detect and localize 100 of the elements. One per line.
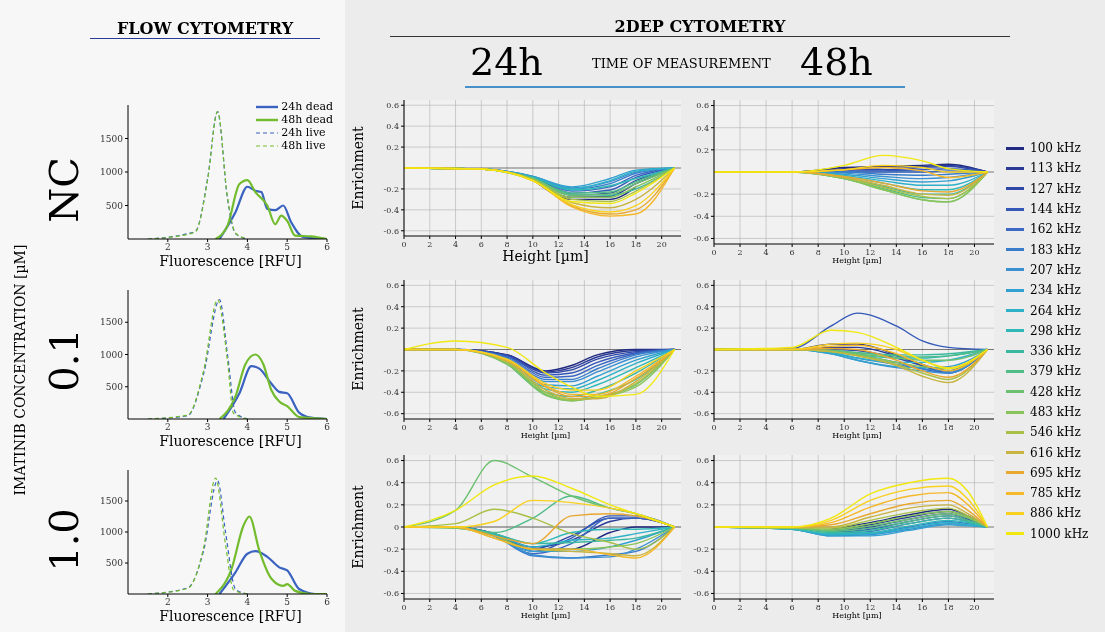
x-tick-label: 4 (452, 602, 459, 612)
y-tick-label: -0.2 (383, 366, 399, 376)
y-tick-label: 0.4 (386, 302, 399, 312)
x-tick-label: 3 (204, 242, 211, 253)
y-tick-label: 0.6 (696, 456, 709, 466)
x-tick-label: 4 (763, 602, 769, 612)
x-axis-title: Height [µm] (831, 256, 883, 265)
x-tick-label: 6 (789, 602, 795, 612)
y-tick-label: 1500 (100, 317, 124, 328)
text: TIME OF MEASUREMENT (592, 56, 771, 72)
x-axis-title: Height [µm] (519, 431, 572, 440)
y-tick-label: -0.2 (693, 544, 709, 554)
x-axis-title: Fluorescence [RFU] (158, 608, 303, 624)
x-tick-label: 2 (164, 597, 171, 608)
x-axis-title: Fluorescence [RFU] (158, 433, 303, 449)
y-tick-label: -0.4 (693, 388, 709, 398)
x-tick-label: 18 (630, 602, 641, 612)
x-tick-label: 2 (737, 422, 743, 432)
y-axis-title: Enrichment (350, 484, 366, 569)
x-tick-label: 12 (865, 247, 876, 257)
x-tick-label: 6 (324, 422, 331, 433)
x-tick-label: 10 (527, 602, 538, 612)
y-tick-label: 0.6 (696, 101, 709, 111)
y-tick-label: 0.4 (386, 478, 399, 488)
y-tick-label: 0.6 (386, 101, 399, 111)
y-tick-label: 0.4 (696, 478, 709, 488)
y-tick-label: -0.2 (693, 366, 709, 376)
y-tick-label: 1500 (100, 496, 124, 507)
x-tick-label: 16 (917, 247, 928, 257)
y-tick-label: -0.6 (383, 409, 399, 419)
y-tick-label: -0.6 (693, 409, 709, 419)
y-tick-label: 1000 (100, 167, 124, 178)
x-tick-label: 20 (969, 247, 980, 257)
y-tick-label: -0.4 (383, 388, 399, 398)
legend-label: 379 kHz (1030, 364, 1081, 379)
x-tick-label: 16 (605, 422, 616, 432)
x-tick-label: 3 (204, 422, 211, 433)
x-tick-label: 0 (401, 239, 407, 249)
x-tick-label: 5 (284, 242, 291, 253)
legend-label: 264 kHz (1030, 303, 1081, 318)
y-tick-label: -0.2 (383, 184, 399, 194)
y-tick-label: 0.4 (696, 302, 709, 312)
y-tick-label: 0 (393, 522, 399, 532)
y-tick-label: -0.6 (693, 234, 709, 244)
legend-label: 24h dead (281, 100, 333, 113)
x-tick-label: 4 (244, 242, 251, 253)
x-tick-label: 6 (478, 239, 484, 249)
x-tick-label: 16 (917, 602, 928, 612)
x-axis-title: Height [µm] (501, 248, 590, 264)
x-tick-label: 12 (865, 422, 876, 432)
y-tick-label: -0.4 (693, 567, 709, 577)
x-tick-label: 18 (943, 247, 954, 257)
legend-label: 483 kHz (1030, 405, 1081, 419)
x-tick-label: 8 (504, 422, 510, 432)
y-axis-title: Enrichment (350, 307, 366, 391)
x-tick-label: 20 (656, 602, 667, 612)
legend-label: 298 kHz (1030, 323, 1081, 338)
legend-label: 234 kHz (1030, 283, 1081, 298)
x-tick-label: 8 (815, 602, 821, 612)
x-tick-label: 8 (504, 239, 510, 249)
text: 24h (470, 40, 543, 84)
x-tick-label: 4 (763, 422, 769, 432)
x-tick-label: 4 (763, 247, 769, 257)
legend-label: 144 kHz (1030, 202, 1081, 217)
y-tick-label: 0.2 (386, 323, 399, 333)
x-tick-label: 18 (943, 422, 954, 432)
y-tick-label: -0.4 (693, 212, 709, 222)
legend-label: 1000 kHz (1030, 526, 1089, 541)
x-axis-title: Height [µm] (519, 611, 572, 620)
x-tick-label: 8 (815, 422, 821, 432)
y-tick-label: -0.6 (693, 589, 709, 599)
x-tick-label: 2 (164, 242, 171, 253)
x-tick-label: 10 (839, 247, 850, 257)
x-axis-title: Fluorescence [RFU] (158, 253, 303, 269)
x-tick-label: 2 (427, 422, 433, 432)
y-tick-label: -0.6 (383, 226, 399, 236)
x-tick-label: 12 (553, 239, 564, 249)
legend-label: 48h dead (281, 113, 333, 126)
legend-label: 207 kHz (1030, 262, 1081, 277)
y-tick-label: 0.2 (696, 500, 709, 510)
legend-label: 785 kHz (1030, 486, 1081, 501)
legend-label: 162 kHz (1030, 222, 1081, 237)
y-tick-label: -0.2 (693, 189, 709, 199)
x-tick-label: 10 (527, 422, 538, 432)
x-tick-label: 14 (891, 422, 902, 432)
y-tick-label: 1000 (100, 349, 124, 360)
text: 48h (800, 40, 873, 84)
y-tick-label: 500 (105, 381, 124, 392)
text: 2DEP CYTOMETRY (390, 17, 1010, 37)
x-tick-label: 12 (553, 422, 564, 432)
y-tick-label: 1500 (100, 133, 124, 144)
x-tick-label: 14 (579, 602, 590, 612)
x-tick-label: 0 (711, 247, 717, 257)
x-tick-label: 20 (969, 602, 980, 612)
x-tick-label: 18 (630, 422, 641, 432)
y-tick-label: 0.4 (696, 123, 709, 133)
x-tick-label: 4 (452, 239, 459, 249)
x-tick-label: 20 (969, 422, 980, 432)
y-tick-label: 0.6 (386, 456, 399, 466)
x-tick-label: 6 (789, 422, 795, 432)
